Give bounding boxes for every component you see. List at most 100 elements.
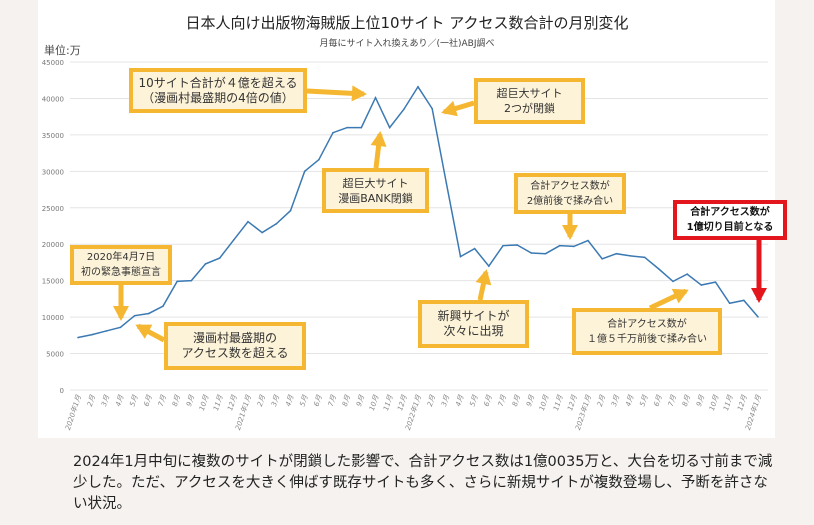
x-tick-label: 5月 — [468, 393, 479, 407]
data-point — [119, 326, 122, 329]
x-tick-label: 3月 — [610, 393, 621, 407]
x-tick-label: 2020年1月 — [64, 393, 83, 431]
x-tick-label: 6月 — [143, 393, 154, 407]
data-point — [658, 268, 660, 270]
x-tick-label: 7月 — [667, 393, 678, 407]
y-tick-label: 5000 — [46, 351, 64, 359]
x-tick-label: 6月 — [483, 393, 494, 407]
data-point — [431, 107, 433, 110]
x-tick-label: 7月 — [327, 393, 338, 407]
y-tick-label: 10000 — [42, 314, 64, 322]
data-point — [558, 244, 561, 247]
x-tick-label: 9月 — [185, 393, 196, 407]
data-point — [176, 280, 178, 283]
data-point — [148, 312, 150, 315]
data-point — [162, 305, 164, 307]
x-tick-label: 12月 — [566, 393, 579, 412]
arrow-150m-head — [671, 288, 689, 304]
arrow-200m-head — [562, 225, 578, 240]
x-tick-label: 5月 — [298, 393, 309, 407]
data-point — [247, 220, 249, 223]
data-point — [587, 239, 589, 242]
x-tick-label: 10月 — [708, 393, 721, 412]
data-point — [445, 182, 448, 184]
x-tick-label: 6月 — [313, 393, 324, 407]
data-point — [629, 255, 632, 257]
x-tick-label: 9月 — [525, 393, 536, 407]
x-tick-label: 11月 — [382, 393, 395, 412]
x-tick-label: 12月 — [396, 393, 409, 412]
data-point — [261, 231, 263, 234]
x-tick-label: 11月 — [212, 393, 225, 412]
x-tick-label: 4月 — [114, 393, 125, 407]
data-point — [544, 252, 547, 255]
data-point — [318, 158, 320, 161]
data-point — [473, 247, 476, 250]
data-point — [743, 299, 745, 302]
data-point — [459, 255, 462, 258]
data-point — [615, 252, 618, 255]
data-point — [289, 209, 292, 212]
x-tick-label: 3月 — [440, 393, 451, 407]
annotation-exceeds-mangamura: 漫画村最盛期の アクセス数を超える — [164, 322, 306, 370]
x-tick-label: 10月 — [368, 393, 381, 412]
arrow-emergency-head — [113, 306, 129, 321]
x-tick-label: 11月 — [722, 393, 735, 412]
x-tick-label: 9月 — [355, 393, 366, 407]
chart-subtitle: 月毎にサイト入れ換えあり／(一社)ABJ調べ — [319, 39, 495, 49]
arrow-below-100m-head — [751, 288, 767, 303]
annotation-two-sites-closed: 超巨大サイト 2つが閉鎖 — [474, 78, 585, 124]
x-tick-label: 7月 — [157, 393, 168, 407]
annotation-mangabank-closed: 超巨大サイト 漫画BANK閉鎖 — [322, 168, 429, 213]
data-point — [218, 257, 221, 259]
data-point — [190, 279, 193, 282]
x-tick-label: 4月 — [454, 393, 465, 407]
x-tick-label: 8月 — [511, 393, 522, 407]
x-tick-label: 12月 — [736, 393, 749, 412]
x-tick-label: 3月 — [100, 393, 111, 407]
data-point — [332, 131, 334, 134]
annotation-emergency-declaration: 2020年4月7日 初の緊急事態宣言 — [70, 245, 172, 285]
x-tick-label: 8月 — [681, 393, 692, 407]
data-point — [275, 223, 278, 225]
data-point — [303, 170, 306, 173]
y-tick-label: 45000 — [42, 59, 64, 67]
data-point — [573, 245, 575, 248]
x-tick-label: 2月 — [426, 393, 437, 407]
y-tick-label: 25000 — [42, 205, 64, 213]
data-point — [700, 284, 703, 286]
y-axis-unit: 単位:万 — [44, 44, 81, 57]
y-tick-label: 40000 — [42, 95, 64, 103]
data-point — [233, 239, 235, 241]
data-point — [488, 265, 490, 267]
annotation-200m-range: 合計アクセス数が 2億前後で揉み合い — [514, 173, 626, 214]
arrow-mangabank-head — [370, 131, 387, 147]
data-point — [502, 244, 504, 247]
data-point — [714, 281, 717, 283]
x-tick-label: 2月 — [596, 393, 607, 407]
data-point — [346, 126, 348, 129]
arrow-400m-head — [351, 85, 367, 102]
y-tick-label: 30000 — [42, 168, 64, 176]
x-tick-label: 7月 — [497, 393, 508, 407]
y-tick-label: 35000 — [42, 132, 64, 140]
data-point — [105, 330, 108, 332]
data-point — [672, 280, 674, 283]
data-point — [91, 333, 93, 336]
chart-title: 日本人向け出版物海賊版上位10サイト アクセス数合計の月別変化 — [185, 14, 629, 32]
x-tick-label: 5月 — [638, 393, 649, 407]
y-tick-label: 0 — [60, 387, 64, 395]
x-tick-label: 2月 — [256, 393, 267, 407]
annotation-new-sites: 新興サイトが 次々に出現 — [418, 300, 529, 348]
annotation-400m: 10サイト合計が４億を超える （漫画村最盛期の4倍の値） — [129, 68, 307, 113]
caption-text: 2024年1月中旬に複数のサイトが閉鎖した影響で、合計アクセス数は1億0035万… — [73, 454, 773, 512]
data-point — [360, 126, 363, 129]
x-tick-label: 10月 — [538, 393, 551, 412]
data-point — [643, 256, 646, 259]
annotation-below-100m: 合計アクセス数が 1億切り目前となる — [673, 200, 787, 240]
arrow-new-sites-head — [475, 269, 492, 286]
data-point — [601, 258, 603, 260]
data-point — [374, 96, 377, 99]
x-tick-label: 8月 — [341, 393, 352, 407]
data-point — [403, 108, 405, 111]
